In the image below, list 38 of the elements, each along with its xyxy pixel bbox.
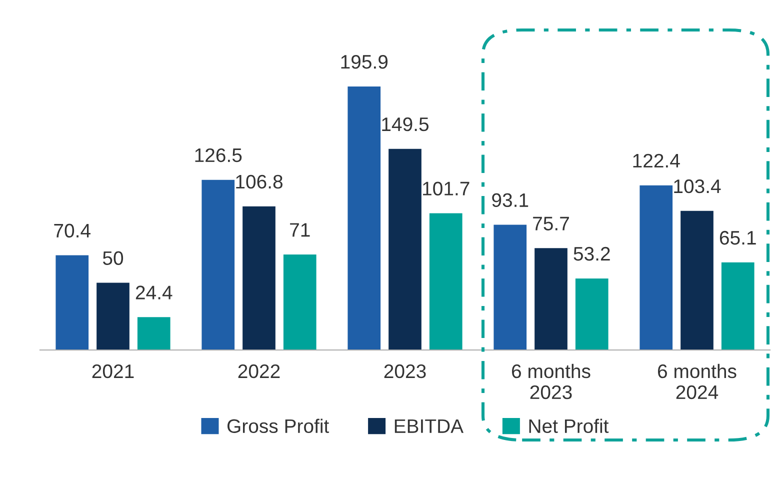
bar xyxy=(680,210,714,350)
x-tick-label: 2021 xyxy=(92,364,134,378)
data-label: 70.4 xyxy=(54,224,90,238)
x-tick-label: 6 months 2023 xyxy=(512,364,590,400)
bar xyxy=(283,254,316,350)
bar xyxy=(202,180,235,350)
bar xyxy=(348,86,381,350)
bar xyxy=(96,282,130,350)
data-label: 50 xyxy=(102,251,124,266)
legend-label: Gross Profit xyxy=(227,418,330,434)
data-label: 195.9 xyxy=(341,54,388,69)
bar xyxy=(56,255,89,350)
bar xyxy=(388,148,422,350)
data-label: 103.4 xyxy=(674,179,721,194)
data-label: 149.5 xyxy=(382,117,429,132)
x-tick-label: 2023 xyxy=(384,364,426,378)
bar xyxy=(242,206,276,350)
data-label: 24.4 xyxy=(136,286,172,300)
data-label: 106.8 xyxy=(236,174,282,189)
bar xyxy=(575,278,608,350)
bar xyxy=(534,248,568,350)
data-label: 126.5 xyxy=(195,148,242,162)
bar xyxy=(429,213,462,350)
x-tick-label: 6 months 2024 xyxy=(658,364,736,400)
legend-label: EBITDA xyxy=(394,419,464,433)
data-label: 93.1 xyxy=(492,193,528,208)
data-label: 53.2 xyxy=(574,246,610,261)
bar xyxy=(721,262,754,350)
legend-label: Net Profit xyxy=(529,418,609,434)
bar xyxy=(494,224,527,350)
x-tick-label: 2022 xyxy=(238,364,280,378)
data-label: 71 xyxy=(290,223,310,237)
data-label: 122.4 xyxy=(633,154,680,168)
data-label: 65.1 xyxy=(720,230,756,245)
data-label: 101.7 xyxy=(423,182,470,196)
bar xyxy=(640,185,673,350)
bar xyxy=(137,317,170,350)
data-label: 75.7 xyxy=(533,216,569,230)
